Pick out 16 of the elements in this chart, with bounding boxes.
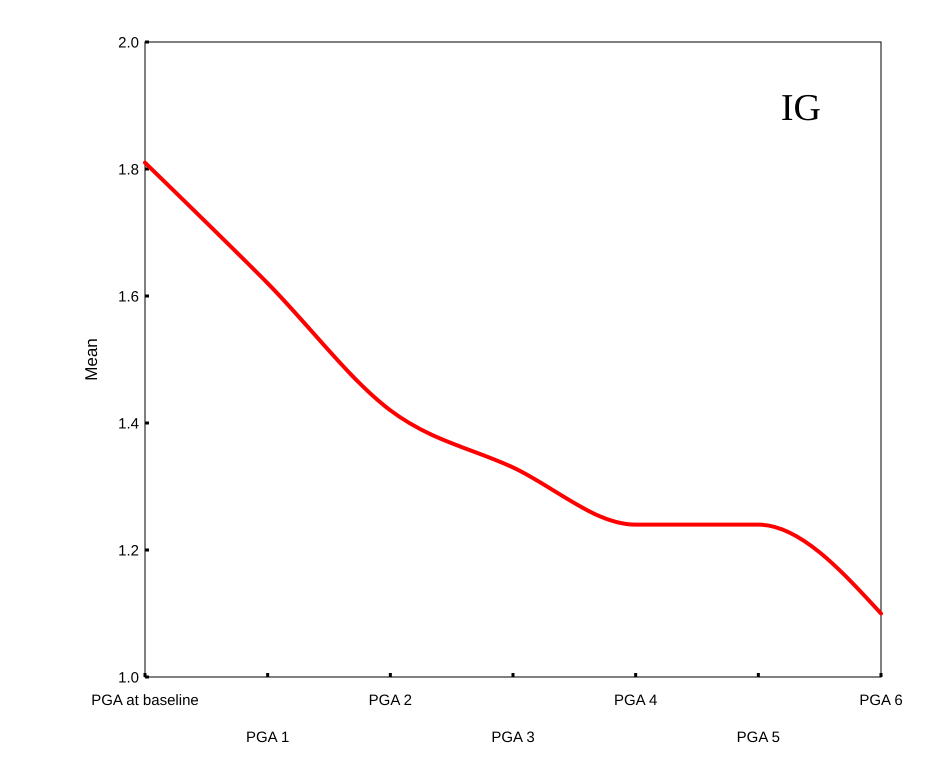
x-tick-label: PGA 1 (246, 729, 290, 746)
x-tick-label: PGA 6 (859, 692, 903, 709)
x-tick-label: PGA 2 (368, 692, 412, 709)
annotation: IG (780, 87, 821, 129)
y-axis-title: Mean (82, 338, 101, 381)
y-tick-label: 1.0 (118, 669, 139, 686)
x-tick-label: PGA at baseline (91, 692, 199, 709)
y-tick-label: 2.0 (118, 34, 139, 52)
y-tick-label: 1.8 (118, 161, 139, 178)
x-tick-label: PGA 5 (736, 729, 780, 746)
y-tick-label: 1.4 (118, 415, 139, 432)
x-tick-label: PGA 4 (614, 692, 658, 709)
y-tick-label: 1.2 (118, 542, 139, 560)
x-tick-label: PGA 3 (491, 729, 535, 746)
y-tick-label: 1.6 (118, 288, 139, 306)
line-series (143, 160, 883, 616)
